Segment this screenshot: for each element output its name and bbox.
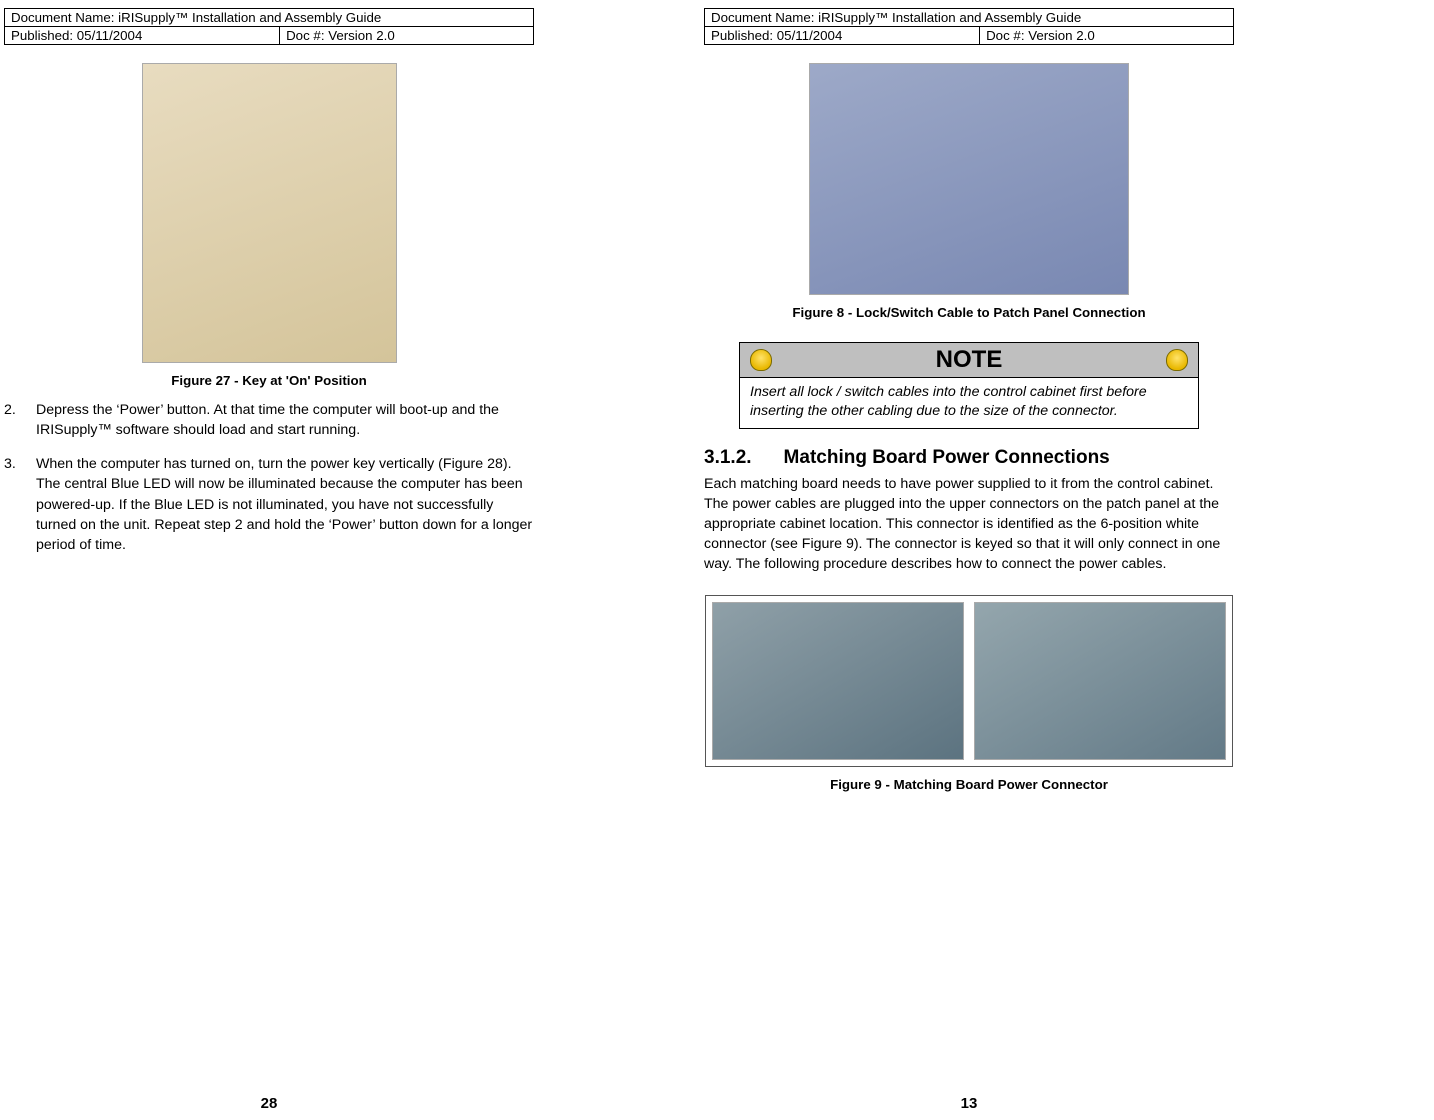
published-cell: Published: 05/11/2004: [705, 27, 980, 45]
figure-8-image: [809, 63, 1129, 295]
lightbulb-icon: [1166, 349, 1188, 371]
figure-9-image-left: [712, 602, 964, 760]
figure-9-caption: Figure 9 - Matching Board Power Connecto…: [830, 777, 1108, 792]
doc-num-cell: Doc #: Version 2.0: [280, 27, 534, 45]
figure-8-caption: Figure 8 - Lock/Switch Cable to Patch Pa…: [792, 305, 1145, 320]
page-number: 28: [4, 1065, 534, 1112]
list-item: 3. When the computer has turned on, turn…: [4, 454, 534, 555]
list-number: 2.: [4, 400, 22, 440]
figure-8-block: Figure 8 - Lock/Switch Cable to Patch Pa…: [704, 63, 1234, 320]
section-heading: 3.1.2. Matching Board Power Connections: [704, 447, 1234, 469]
page-28: Document Name: iRISupply™ Installation a…: [4, 8, 534, 1112]
published-cell: Published: 05/11/2004: [5, 27, 280, 45]
figure-9-image-right: [974, 602, 1226, 760]
list-text: Depress the ‘Power’ button. At that time…: [36, 400, 534, 440]
figure-9-pair: [705, 595, 1233, 767]
page-number: 13: [704, 1065, 1234, 1112]
list-text: When the computer has turned on, turn th…: [36, 454, 534, 555]
list-number: 3.: [4, 454, 22, 555]
figure-27-block: Figure 27 - Key at 'On' Position: [4, 63, 534, 388]
note-body: Insert all lock / switch cables into the…: [740, 378, 1198, 428]
doc-name-cell: Document Name: iRISupply™ Installation a…: [705, 9, 1234, 27]
lightbulb-icon: [750, 349, 772, 371]
figure-27-caption: Figure 27 - Key at 'On' Position: [171, 373, 366, 388]
note-box: NOTE Insert all lock / switch cables int…: [739, 342, 1199, 429]
page-13: Document Name: iRISupply™ Installation a…: [704, 8, 1234, 1112]
note-title: NOTE: [772, 346, 1166, 374]
section-body: Each matching board needs to have power …: [704, 475, 1234, 574]
doc-header-right: Document Name: iRISupply™ Installation a…: [704, 8, 1234, 45]
doc-name-cell: Document Name: iRISupply™ Installation a…: [5, 9, 534, 27]
section-number: 3.1.2.: [704, 447, 752, 469]
list-item: 2. Depress the ‘Power’ button. At that t…: [4, 400, 534, 440]
doc-num-cell: Doc #: Version 2.0: [980, 27, 1234, 45]
figure-9-block: Figure 9 - Matching Board Power Connecto…: [704, 595, 1234, 792]
note-title-row: NOTE: [740, 343, 1198, 378]
figure-27-image: [142, 63, 397, 363]
section-title: Matching Board Power Connections: [784, 447, 1110, 469]
doc-header-left: Document Name: iRISupply™ Installation a…: [4, 8, 534, 45]
